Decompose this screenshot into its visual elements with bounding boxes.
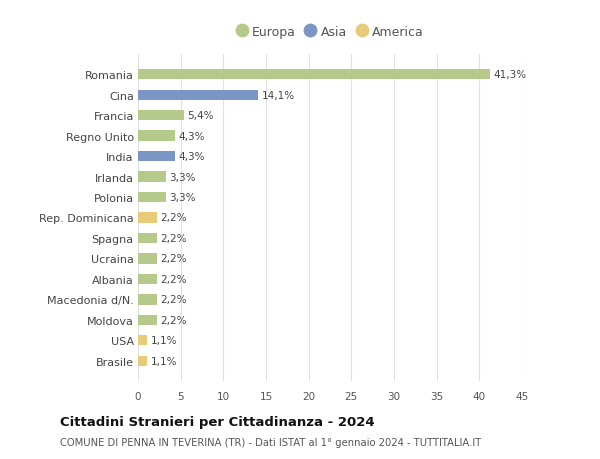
Bar bbox=[138, 111, 184, 121]
Bar bbox=[138, 315, 157, 325]
Legend: Europa, Asia, America: Europa, Asia, America bbox=[233, 22, 427, 43]
Text: 2,2%: 2,2% bbox=[160, 274, 187, 284]
Text: 2,2%: 2,2% bbox=[160, 234, 187, 243]
Bar bbox=[138, 70, 490, 80]
Text: 3,3%: 3,3% bbox=[170, 193, 196, 202]
Bar bbox=[138, 90, 259, 101]
Text: 2,2%: 2,2% bbox=[160, 213, 187, 223]
Bar bbox=[138, 233, 157, 244]
Text: 41,3%: 41,3% bbox=[494, 70, 527, 80]
Bar bbox=[138, 172, 166, 182]
Bar bbox=[138, 131, 175, 141]
Text: COMUNE DI PENNA IN TEVERINA (TR) - Dati ISTAT al 1° gennaio 2024 - TUTTITALIA.IT: COMUNE DI PENNA IN TEVERINA (TR) - Dati … bbox=[60, 437, 481, 447]
Text: 3,3%: 3,3% bbox=[170, 172, 196, 182]
Bar bbox=[138, 192, 166, 203]
Text: Cittadini Stranieri per Cittadinanza - 2024: Cittadini Stranieri per Cittadinanza - 2… bbox=[60, 415, 374, 428]
Text: 2,2%: 2,2% bbox=[160, 254, 187, 264]
Bar bbox=[138, 356, 148, 366]
Bar bbox=[138, 336, 148, 346]
Text: 1,1%: 1,1% bbox=[151, 356, 178, 366]
Text: 4,3%: 4,3% bbox=[178, 131, 205, 141]
Bar bbox=[138, 254, 157, 264]
Bar bbox=[138, 151, 175, 162]
Bar bbox=[138, 213, 157, 223]
Text: 2,2%: 2,2% bbox=[160, 315, 187, 325]
Text: 4,3%: 4,3% bbox=[178, 152, 205, 162]
Text: 5,4%: 5,4% bbox=[187, 111, 214, 121]
Bar bbox=[138, 295, 157, 305]
Text: 1,1%: 1,1% bbox=[151, 336, 178, 346]
Text: 14,1%: 14,1% bbox=[262, 90, 295, 101]
Text: 2,2%: 2,2% bbox=[160, 295, 187, 305]
Bar bbox=[138, 274, 157, 285]
